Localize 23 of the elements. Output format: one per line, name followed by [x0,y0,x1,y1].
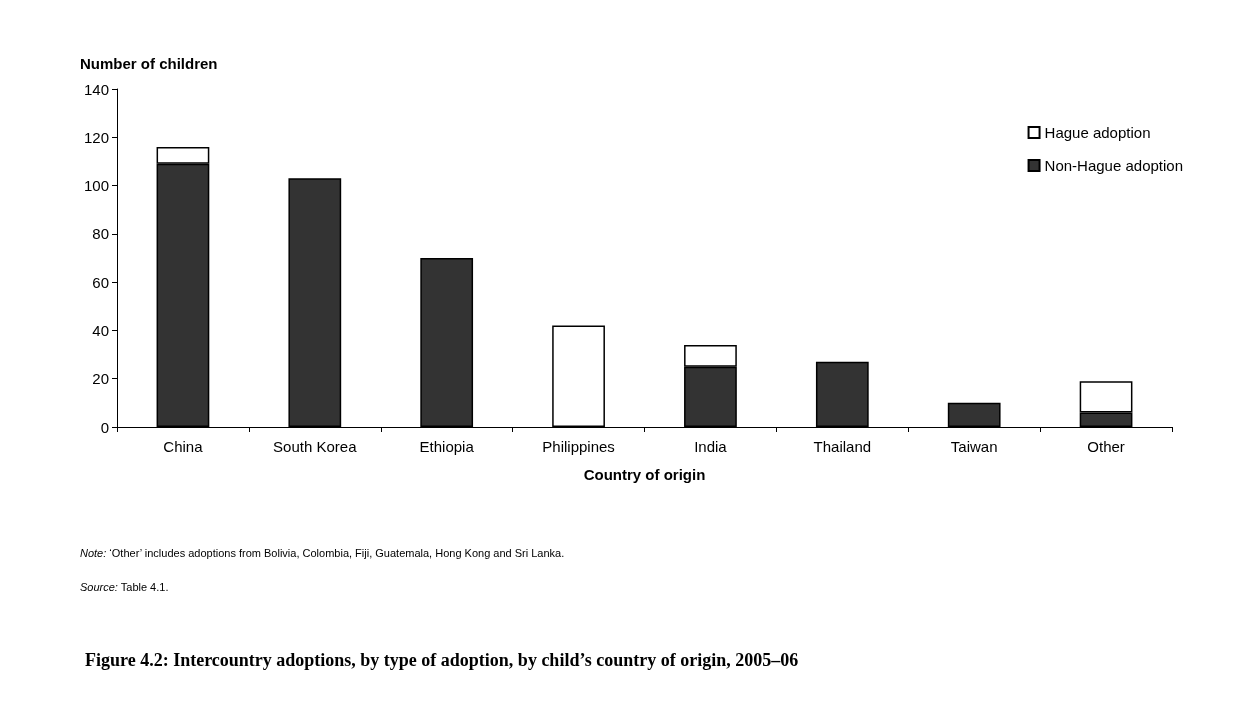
x-tick-label: Thailand [813,438,872,455]
x-tick-label: India [694,438,728,455]
source-note: Source: Table 4.1. [80,580,169,593]
legend-label: Non-Hague adoption [1044,157,1183,174]
y-tick-label: 20 [92,370,109,388]
y-tick-label: 40 [92,321,109,339]
x-axis-title: Country of origin [583,466,706,483]
x-tick-label: Ethiopia [419,438,475,455]
x-tick-label: Taiwan [950,438,998,455]
y-tick-label: 60 [92,273,109,291]
x-tick-label: South Korea [273,438,358,455]
y-axis-title: Number of children [80,55,218,72]
y-tick-label: 80 [92,225,109,243]
x-tick-label: Other [1087,438,1125,455]
y-tick-label: 140 [83,80,109,98]
y-tick-label: 120 [83,128,109,146]
x-tick-label: Philippines [542,438,615,455]
text: Note: ‘Other’ includes adoptions from Bolivia, Colombia, Fiji, Guatemala, Hong Kong and Sri Lanka. [80,546,565,559]
y-tick-label: 100 [83,177,109,195]
text: Figure 4.2: Intercountry adoptions, by type of adoption, by child’s country of origin, 2005–06 [85,650,799,670]
legend-label: Hague adoption [1044,124,1151,141]
y-tick-label: 0 [100,418,109,436]
x-tick-label: China [163,438,204,455]
